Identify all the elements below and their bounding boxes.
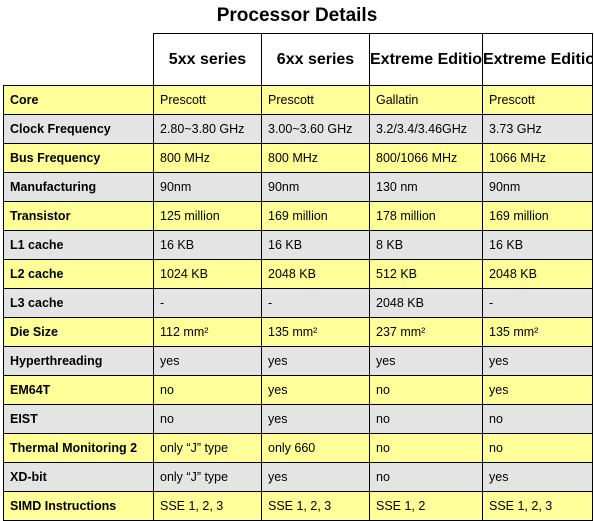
processor-details-table: 5xx series 6xx series Extreme Edition Ex… [3,33,593,521]
table-cell: 1024 KB [153,259,262,289]
table-cell: - [261,288,370,318]
table-cell: 3.00~3.60 GHz [261,114,370,144]
table-row: Transistor 125 million 169 million 178 mill… [3,201,593,231]
table-cell: 90nm [482,172,593,202]
table-cell: 800 MHz [153,143,262,173]
table-cell: 16 KB [153,230,262,260]
table-cell: yes [261,375,370,405]
table-cell: 16 KB [261,230,370,260]
table-cell: 2.80~3.80 GHz [153,114,262,144]
row-label: Core [3,85,154,115]
row-label: L2 cache [3,259,154,289]
table-cell: 135 mm² [482,317,593,347]
table-cell: yes [369,346,483,376]
table-cell: 169 million [261,201,370,231]
table-body: Core Prescott Prescott Gallatin Prescott Cloc… [3,85,593,521]
row-label: EIST [3,404,154,434]
table-cell: 178 million [369,201,483,231]
row-label: XD-bit [3,462,154,492]
table-cell: 125 million [153,201,262,231]
table-cell: 16 KB [482,230,593,260]
table-cell: - [153,288,262,318]
table-row: Core Prescott Prescott Gallatin Prescott [3,85,593,115]
table-cell: SSE 1, 2, 3 [482,491,593,521]
table-cell: no [369,433,483,463]
row-label: Clock Frequency [3,114,154,144]
table-row: L2 cache 1024 KB 2048 KB 512 KB 2048 KB [3,259,593,289]
table-cell: yes [261,404,370,434]
row-label: EM64T [3,375,154,405]
column-header-extreme-1: Extreme Edition [369,33,483,86]
row-label: Thermal Monitoring 2 [3,433,154,463]
table-cell: 112 mm² [153,317,262,347]
table-cell: 90nm [261,172,370,202]
table-row: Hyperthreading yes yes yes yes [3,346,593,376]
table-cell: yes [482,346,593,376]
table-cell: 2048 KB [482,259,593,289]
table-cell: 512 KB [369,259,483,289]
table-cell: 1066 MHz [482,143,593,173]
row-label: Bus Frequency [3,143,154,173]
table-cell: yes [153,346,262,376]
column-header-5xx: 5xx series [153,33,262,86]
table-row: L3 cache - -2048 KB - [3,288,593,318]
table-cell: yes [261,346,370,376]
table-row: Manufacturing 90nm 90nm 130 nm 90nm [3,172,593,202]
table-cell: 135 mm² [261,317,370,347]
table-cell: no [369,404,483,434]
table-cell: Prescott [261,85,370,115]
table-cell: Gallatin [369,85,483,115]
table-row: Die Size 112 mm² 135 mm² 237 mm² 135 mm² [3,317,593,347]
table-cell: 800 MHz [261,143,370,173]
row-label: L3 cache [3,288,154,318]
table-row: Thermal Monitoring 2 only “J” type only 66… [3,433,593,463]
table-row: EIST no yes no no [3,404,593,434]
table-cell: only 660 [261,433,370,463]
table-cell: only “J” type [153,462,262,492]
table-cell: 237 mm² [369,317,483,347]
row-label: SIMD Instructions [3,491,154,521]
table-cell: yes [482,375,593,405]
table-cell: Prescott [153,85,262,115]
table-cell: 800/1066 MHz [369,143,483,173]
row-label: L1 cache [3,230,154,260]
table-cell: no [369,375,483,405]
table-cell: yes [261,462,370,492]
header-corner [3,33,154,86]
table-row: XD-bit only “J” type yes no yes [3,462,593,492]
table-cell: 8 KB [369,230,483,260]
table-cell: no [369,462,483,492]
table-cell: 2048 KB [369,288,483,318]
table-cell: no [153,375,262,405]
table-row: L1 cache 16 KB 16 KB 8 KB 16 KB [3,230,593,260]
table-row: EM64T no yes no yes [3,375,593,405]
table-cell: 2048 KB [261,259,370,289]
table-cell: SSE 1, 2 [369,491,483,521]
row-label: Transistor [3,201,154,231]
table-cell: 130 nm [369,172,483,202]
table-row: Clock Frequency 2.80~3.80 GHz 3.00~3.60 GH… [3,114,593,144]
table-row: Bus Frequency 800 MHz 800 MHz 800/1066 MHz 1… [3,143,593,173]
table-cell: 90nm [153,172,262,202]
header-row: 5xx series 6xx series Extreme Edition Ex… [3,33,593,86]
table-cell: SSE 1, 2, 3 [153,491,262,521]
row-label: Manufacturing [3,172,154,202]
page-title: Processor Details [216,5,378,26]
column-header-extreme-2: Extreme Edition [482,33,593,86]
table-cell: - [482,288,593,318]
table-cell: no [482,433,593,463]
table-cell: no [482,404,593,434]
table-cell: no [153,404,262,434]
table-cell: 3.2/3.4/3.46GHz [369,114,483,144]
table-cell: 3.73 GHz [482,114,593,144]
column-header-6xx: 6xx series [261,33,370,86]
table-cell: SSE 1, 2, 3 [261,491,370,521]
row-label: Die Size [3,317,154,347]
table-cell: 169 million [482,201,593,231]
table-cell: yes [482,462,593,492]
table-cell: only “J” type [153,433,262,463]
table-cell: Prescott [482,85,593,115]
row-label: Hyperthreading [3,346,154,376]
